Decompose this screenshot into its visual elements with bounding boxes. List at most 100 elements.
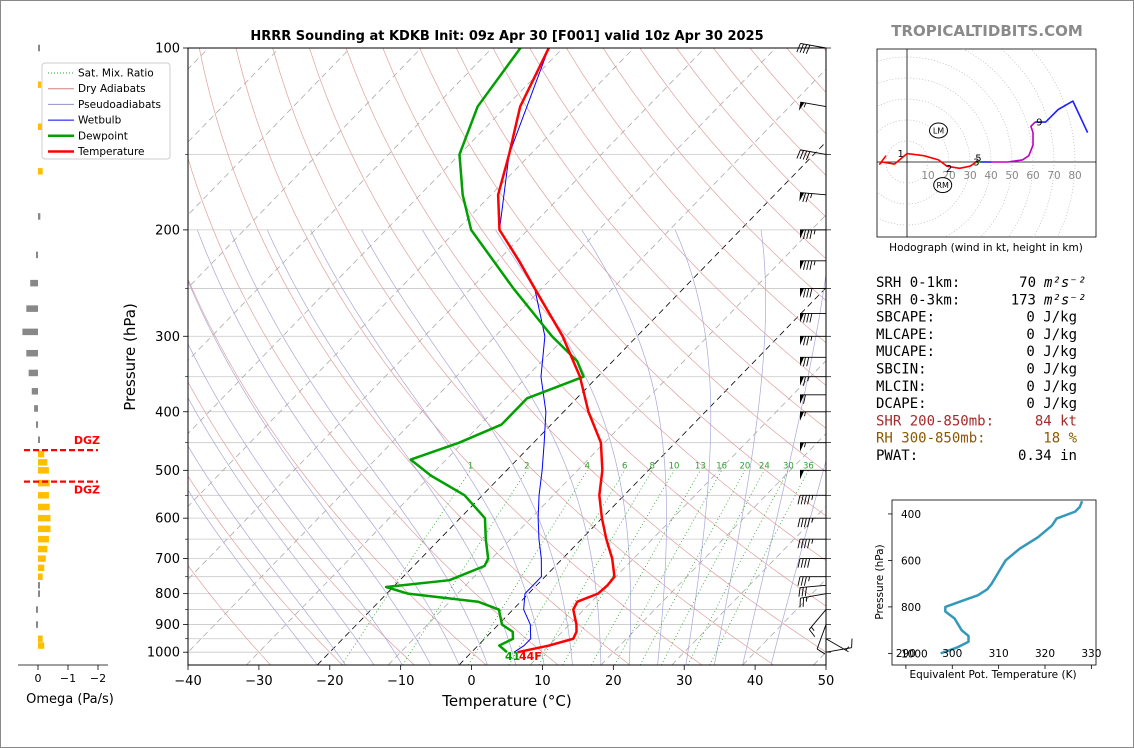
dry-adiabat — [272, 48, 775, 665]
y-tick-label: 900 — [155, 618, 180, 633]
pressure-axis-ticks: 100 200 300 400 500 600 700 800 900 1000 — [147, 42, 188, 661]
hodo-ring-label: 10 — [921, 170, 934, 182]
moist-adiabat — [188, 280, 432, 665]
moist-adiabat — [188, 489, 318, 665]
hodo-ring — [885, 140, 929, 184]
hodo-trace — [991, 121, 1036, 163]
wind-barb — [797, 517, 826, 528]
omega-bar — [38, 168, 43, 175]
dry-adiabat — [188, 475, 343, 665]
hodo-ring — [1000, 49, 1055, 237]
index-value: 0 J/kg — [1026, 396, 1077, 412]
theta-e-profile — [940, 500, 1084, 655]
temperature-profile — [496, 48, 616, 654]
isotherm-line — [671, 505, 826, 665]
index-row: SRH 0-3km: 173 m²s⁻² — [876, 292, 1086, 308]
omega-bar — [38, 44, 40, 52]
index-label: DCAPE: — [876, 396, 927, 412]
y-tick-label: 700 — [155, 552, 180, 567]
omega-bar — [36, 421, 38, 428]
isotherm-line — [529, 360, 826, 665]
hodo-lm-marker: LM — [929, 122, 948, 139]
y-tick-label: 1000 — [147, 646, 180, 661]
dry-adiabat — [382, 48, 826, 562]
index-row: MLCAPE: 0 J/kg — [876, 327, 1077, 343]
mixing-ratio-line — [402, 470, 528, 665]
omega-bar — [38, 590, 40, 597]
index-label: SHR 200-850mb: — [876, 413, 994, 429]
x-tick-label: −40 — [174, 674, 201, 689]
x-tick-label: 0 — [467, 674, 475, 689]
mixing-ratio-label: 1 — [468, 461, 473, 471]
wind-barb — [800, 356, 826, 367]
mixing-ratio-line — [709, 470, 809, 665]
omega-bar — [22, 328, 38, 336]
x-tick-label: 30 — [676, 674, 693, 689]
index-label: MLCIN: — [876, 379, 927, 395]
moist-adiabat — [188, 445, 346, 665]
y-tick-label: 400 — [155, 405, 180, 420]
hodo-trace — [1035, 100, 1089, 133]
moist-adiabat — [197, 229, 460, 665]
surface-dewpoint-label: 41 — [505, 650, 520, 663]
omega-bar — [38, 450, 45, 458]
hodograph-caption: Hodograph (wind in kt, height in km) — [889, 242, 1083, 254]
mixing-ratio-label: 20 — [740, 461, 751, 471]
skewt-background-lines — [188, 48, 826, 665]
index-value: 0 J/kg — [1026, 310, 1077, 326]
isotherm-line — [188, 48, 776, 653]
y-axis-label: Pressure (hPa) — [121, 303, 139, 411]
y-tick-label: 300 — [155, 330, 180, 345]
omega-panel: 0 −1 −2 Omega (Pa/s) DGZ DGZ — [18, 44, 114, 707]
index-label: MUCAPE: — [876, 344, 935, 360]
hodo-height-label: 9 — [1036, 118, 1042, 129]
mixing-ratio-label: 10 — [669, 461, 680, 471]
omega-bar — [38, 467, 49, 474]
omega-ticks: 0 −1 −2 — [35, 665, 106, 685]
wind-barb — [800, 287, 826, 298]
theta-y-tick-label: 600 — [901, 555, 921, 567]
index-label: SBCIN: — [876, 362, 927, 378]
legend-label: Dewpoint — [78, 130, 128, 142]
omega-bar — [38, 514, 51, 522]
dry-adiabat — [309, 48, 826, 653]
index-value: 0 J/kg — [1026, 379, 1077, 395]
wind-barb — [800, 376, 826, 386]
isotherm-line — [188, 48, 635, 507]
wind-barb — [798, 584, 827, 597]
omega-bar — [38, 535, 49, 543]
sounding-indices: SRH 0-1km: 70 m²s⁻² SRH 0-3km: 173 m²s⁻² SBCAP… — [876, 275, 1086, 464]
index-value: 84 kt — [1035, 413, 1077, 429]
hodo-ring-label: 30 — [963, 170, 976, 182]
index-row: SBCAPE: 0 J/kg — [876, 310, 1077, 326]
dry-adiabat — [566, 48, 826, 344]
index-unit: m²s⁻² — [1043, 275, 1086, 291]
x-tick-label: −30 — [245, 674, 272, 689]
dgz-label: DGZ — [74, 484, 100, 497]
mixing-ratio-labels: 1 2 4 6 8 10 13 16 20 24 30 36 — [468, 461, 814, 471]
hodo-height-label: 2 — [946, 164, 952, 175]
hodo-ring — [1030, 49, 1076, 237]
index-row: SRH 0-1km: 70 m²s⁻² — [876, 275, 1086, 291]
legend-label: Wetbulb — [78, 115, 122, 127]
mixing-ratio-line — [591, 470, 701, 665]
wind-barb — [799, 593, 827, 608]
skewt-profiles — [384, 48, 616, 654]
wind-barb — [800, 260, 826, 270]
mixing-ratio-label: 30 — [783, 461, 794, 471]
hodo-ring — [961, 49, 1034, 237]
mixing-ratio-label: 24 — [759, 461, 770, 471]
theta-y-tick-label: 400 — [901, 509, 921, 521]
wind-barb — [796, 149, 827, 161]
dry-adiabat — [602, 48, 826, 301]
omega-bar — [38, 123, 42, 130]
dry-adiabat — [492, 48, 826, 429]
theta-e-plot: 290 300 310 320 330 400 600 800 1000 — [888, 500, 1101, 669]
svg-text:RM: RM — [936, 181, 949, 190]
y-tick-label: 500 — [155, 464, 180, 479]
wind-barb — [797, 494, 826, 505]
theta-x-tick-label: 310 — [989, 648, 1009, 660]
index-row: DCAPE: 0 J/kg — [876, 396, 1077, 412]
